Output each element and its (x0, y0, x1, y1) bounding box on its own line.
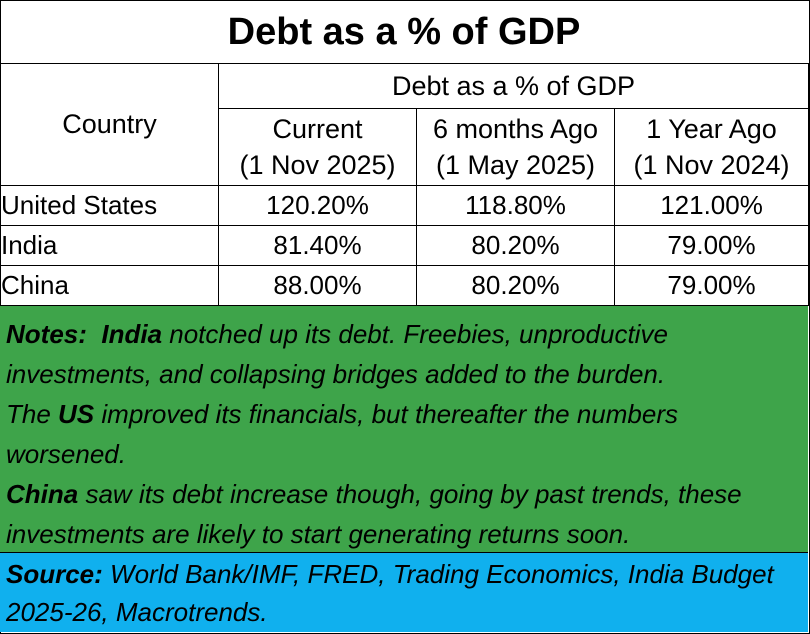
notes-paragraph-china: China saw its debt increase though, goin… (6, 474, 802, 554)
notes-subject-china: China (6, 479, 79, 509)
value-cell: 120.20% (218, 185, 417, 226)
country-header: Country (0, 63, 219, 186)
country-cell: China (0, 265, 219, 306)
chart-title: Debt as a % of GDP (0, 0, 808, 64)
value-cell: 88.00% (218, 265, 417, 306)
value-cell: 81.40% (218, 225, 417, 266)
source-panel: Source: World Bank/IMF, FRED, Trading Ec… (0, 553, 808, 632)
column-header-name: Current (272, 114, 363, 144)
column-header-date: (1 Nov 2025) (239, 150, 396, 180)
table-row: United States 120.20% 118.80% 121.00% (0, 185, 810, 226)
column-header-date: (1 Nov 2024) (633, 150, 790, 180)
notes-paragraph-us: The US improved its financials, but ther… (6, 394, 802, 474)
column-header-current: Current (1 Nov 2025) (218, 108, 417, 186)
column-group-header: Debt as a % of GDP (217, 63, 810, 109)
notes-text: The (6, 399, 59, 429)
value-cell: 80.20% (416, 225, 615, 266)
notes-text: improved its financials, but thereafter … (6, 399, 679, 469)
notes-subject-india: India (101, 319, 163, 349)
source-label: Source: (6, 559, 103, 589)
debt-table: Country Debt as a % of GDP Current (1 No… (0, 63, 810, 306)
column-header-6-months: 6 months Ago (1 May 2025) (416, 108, 615, 186)
column-header-name: 6 months Ago (432, 114, 599, 144)
notes-text: notched up its debt. Freebies, unproduct… (6, 319, 668, 389)
notes-paragraph-india: Notes: India notched up its debt. Freebi… (6, 314, 802, 394)
source-text: World Bank/IMF, FRED, Trading Economics,… (6, 559, 774, 627)
country-cell: India (0, 225, 219, 266)
table-row: China 88.00% 80.20% 79.00% (0, 265, 810, 306)
value-cell: 79.00% (613, 265, 810, 306)
value-cell: 118.80% (416, 185, 615, 226)
value-cell: 80.20% (416, 265, 615, 306)
notes-subject-us: US (58, 399, 95, 429)
column-header-date: (1 May 2025) (435, 150, 596, 180)
value-cell: 121.00% (613, 185, 810, 226)
value-cell: 79.00% (613, 225, 810, 266)
column-header-1-year: 1 Year Ago (1 Nov 2024) (613, 108, 810, 186)
table-row: India 81.40% 80.20% 79.00% (0, 225, 810, 266)
notes-label: Notes: (6, 319, 87, 349)
country-cell: United States (0, 185, 219, 226)
notes-text: saw its debt increase though, going by p… (6, 479, 742, 549)
notes-panel: Notes: India notched up its debt. Freebi… (0, 305, 808, 553)
column-header-name: 1 Year Ago (646, 114, 777, 144)
